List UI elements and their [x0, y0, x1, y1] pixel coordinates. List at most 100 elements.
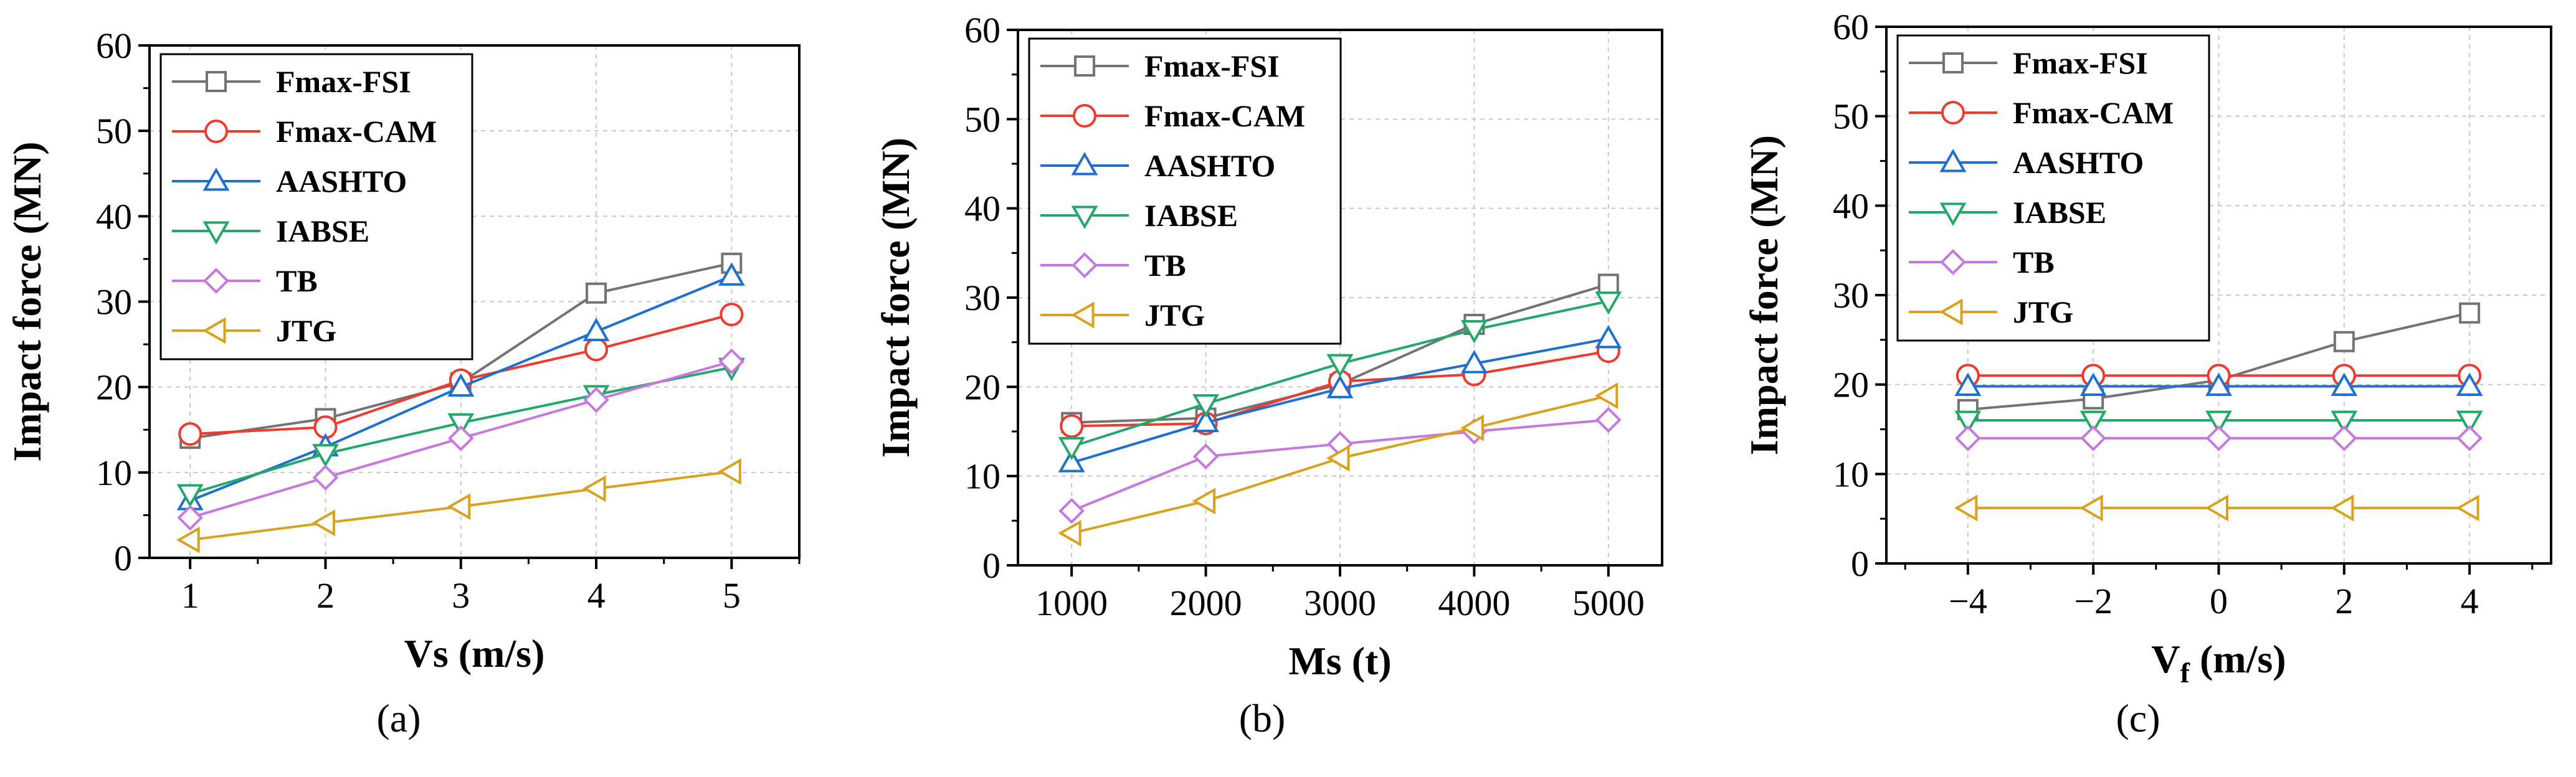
- data-point-iabse: [1192, 394, 1220, 418]
- data-point-tb: [583, 387, 609, 413]
- data-point-jtg: [2330, 494, 2354, 522]
- data-point-tb: [2331, 425, 2357, 451]
- legend-marker-fmax-cam: [1073, 104, 1096, 128]
- data-point-tb: [2080, 425, 2107, 451]
- legend-label: Fmax-CAM: [1144, 98, 1305, 133]
- data-point-iabse: [1595, 291, 1622, 315]
- y-axis-label: Impact force (MN): [1742, 135, 1786, 455]
- data-point-aashto: [1192, 408, 1220, 433]
- data-point-iabse: [2456, 410, 2483, 435]
- data-point-aashto: [1595, 324, 1622, 349]
- legend-marker-tb: [1940, 249, 1966, 275]
- data-point-jtg: [1954, 494, 1978, 522]
- data-point-jtg: [1058, 519, 1081, 547]
- x-axis-label: Ms (t): [1288, 639, 1391, 683]
- x-tick-label: 5: [723, 575, 741, 616]
- data-point-tb: [1192, 443, 1219, 469]
- x-tick-label: 1000: [1035, 583, 1108, 623]
- legend-label: Fmax-FSI: [2013, 45, 2148, 80]
- x-tick-label: 4000: [1438, 583, 1510, 623]
- data-point-aashto: [1460, 350, 1488, 374]
- legend-label: TB: [2013, 245, 2055, 280]
- data-point-fmax-cam: [720, 303, 744, 327]
- legend-label: IABSE: [1144, 198, 1238, 233]
- legend-label: AASHTO: [2013, 145, 2144, 180]
- y-tick-label: 50: [96, 111, 132, 151]
- x-tick-label: 2: [2335, 581, 2353, 621]
- panel-b: 0 10 20 30 40 50 60 1000 2000 3000 4000 5000 Fmax-FS…: [873, 10, 1663, 740]
- x-tick-label: 2: [316, 575, 335, 616]
- data-point-aashto: [2456, 372, 2483, 397]
- data-point-aashto: [2079, 372, 2107, 397]
- legend-marker-iabse: [202, 221, 230, 245]
- data-point-aashto: [1954, 372, 1982, 397]
- x-tick-label: 1: [181, 575, 199, 616]
- legend-label: JTG: [2013, 294, 2073, 329]
- legend-label: Fmax-CAM: [2013, 95, 2174, 130]
- data-point-fmax-fsi: [2459, 302, 2481, 324]
- y-axis-label: Impact force (MN): [873, 138, 918, 458]
- data-point-jtg: [311, 509, 335, 537]
- legend-marker-jtg: [1070, 301, 1095, 329]
- y-tick-label: 50: [1833, 97, 1869, 137]
- x-tick-label: 3000: [1304, 583, 1376, 623]
- legend-marker-fmax-fsi: [206, 71, 227, 92]
- legend-marker-fmax-cam: [204, 120, 228, 143]
- y-tick-label: 10: [1833, 454, 1869, 494]
- legend-label: AASHTO: [276, 164, 407, 199]
- data-point-jtg: [447, 493, 471, 520]
- data-point-iabse: [2205, 410, 2232, 435]
- y-tick-label: 60: [964, 10, 1000, 50]
- legend-label: JTG: [1144, 298, 1205, 332]
- data-point-tb: [447, 425, 474, 451]
- data-point-fmax-cam: [1060, 414, 1084, 438]
- x-tick-label: 0: [2210, 581, 2228, 621]
- x-axis-label: Vf (m/s): [2151, 637, 2286, 689]
- data-point-jtg: [2079, 494, 2103, 522]
- y-tick-label: 30: [964, 278, 1000, 318]
- data-point-jtg: [2456, 494, 2479, 522]
- data-point-fmax-cam: [584, 337, 609, 362]
- y-axis-label: Impact force (MN): [5, 141, 49, 461]
- data-point-iabse: [1460, 320, 1488, 344]
- y-tick-label: 30: [96, 282, 132, 323]
- data-point-jtg: [176, 526, 200, 553]
- data-point-tb: [1058, 497, 1085, 524]
- data-point-jtg: [718, 458, 741, 485]
- data-point-tb: [177, 504, 204, 531]
- y-tick-label: 20: [96, 367, 132, 408]
- y-tick-label: 40: [964, 189, 1000, 229]
- y-tick-label: 40: [96, 196, 132, 237]
- legend-marker-fmax-cam: [1941, 101, 1965, 125]
- data-point-aashto: [2331, 372, 2358, 397]
- legend-marker-tb: [1072, 252, 1098, 278]
- data-point-tb: [2205, 425, 2232, 451]
- data-point-iabse: [447, 413, 475, 437]
- legend-marker-tb: [203, 268, 229, 294]
- data-point-fmax-cam: [178, 422, 202, 446]
- y-tick-label: 60: [96, 26, 132, 66]
- legend-label: Fmax-FSI: [276, 64, 411, 99]
- legend-marker-fmax-fsi: [1942, 52, 1964, 73]
- legend-label: IABSE: [2013, 195, 2106, 230]
- panel-c: 0 10 20 30 40 50 60 −4 −2 0 2 4 Fmax-FSI Fmax-CAM AASH…: [1742, 7, 2552, 740]
- legend-marker-aashto: [1939, 148, 1967, 172]
- data-point-iabse: [1326, 354, 1354, 378]
- data-point-tb: [1955, 425, 1981, 451]
- legend-label: TB: [1144, 248, 1186, 283]
- data-point-fmax-fsi: [2333, 331, 2355, 352]
- legend-marker-iabse: [1071, 205, 1098, 230]
- x-tick-label: 4: [587, 575, 606, 616]
- legend-marker-jtg: [1939, 298, 1963, 326]
- panel-label: (c): [2116, 696, 2160, 740]
- x-tick-label: 5000: [1572, 583, 1645, 623]
- y-tick-label: 10: [96, 453, 132, 493]
- legend-label: TB: [276, 263, 318, 298]
- legend-label: AASHTO: [1144, 148, 1275, 183]
- y-tick-label: 60: [1833, 7, 1869, 47]
- data-point-aashto: [1326, 375, 1354, 398]
- plot-frame: [1017, 29, 1663, 567]
- legend-label: Fmax-CAM: [276, 114, 437, 149]
- data-point-aashto: [447, 373, 475, 397]
- data-point-iabse: [176, 484, 204, 508]
